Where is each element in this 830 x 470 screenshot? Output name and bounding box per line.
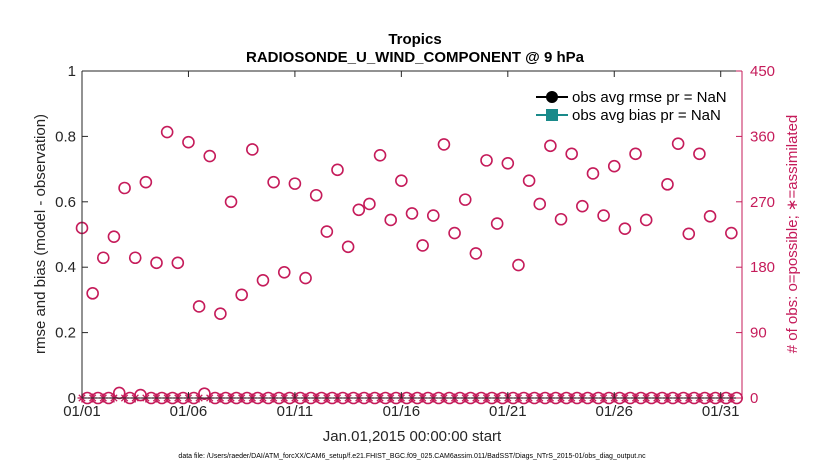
obs-possible-point [682,227,696,241]
y-right-tick-label: 360 [750,128,775,145]
obs-possible-point [693,147,706,161]
obs-possible-point [299,271,312,285]
obs-possible-point [320,225,334,238]
obs-possible-point [198,387,211,400]
obs-possible-point [96,251,110,265]
obs-possible-point [363,197,376,211]
obs-possible-point [182,135,195,149]
obs-possible-point [160,125,174,139]
obs-possible-point [597,209,610,222]
obs-possible-point [544,139,557,153]
obs-possible-point [309,188,323,202]
obs-possible-point [522,174,536,188]
obs-possible-point [384,213,398,227]
obs-possible-point [352,203,366,217]
x-tick-label: 01/26 [595,403,633,420]
x-tick-label: 01/01 [63,403,101,420]
obs-possible-point [118,181,131,195]
y-right-tick-label: 180 [750,259,775,276]
obs-possible-point [203,149,217,163]
y-left-tick-label: 1 [68,63,76,80]
obs-possible-point [565,147,578,161]
x-tick-label: 01/31 [702,403,740,420]
obs-possible-point [703,210,717,223]
chart-subtitle: RADIOSONDE_U_WIND_COMPONENT @ 9 hPa [246,49,585,66]
obs-possible-point [235,288,248,302]
y-right-tick-label: 0 [750,390,758,407]
obs-possible-point [395,174,408,188]
obs-possible-point [192,300,206,313]
obs-possible-point [533,197,547,211]
obs-possible-point [288,177,302,190]
legend-label: obs avg bias pr = NaN [572,107,721,124]
y-left-tick-label: 0.8 [55,128,76,145]
x-tick-label: 01/11 [277,403,313,420]
chart-title: Tropics [388,31,441,48]
obs-possible-point [267,175,280,189]
obs-possible-point [661,178,674,191]
y-left-tick-label: 0.4 [55,259,76,276]
y-left-tick-label: 0.2 [55,325,76,342]
obs-possible-point [416,239,429,252]
obs-possible-point [671,137,685,150]
obs-possible-point [405,207,419,220]
obs-possible-point [246,143,259,156]
obs-possible-point [554,212,568,226]
obs-possible-point [458,193,472,206]
obs-possible-point [448,226,461,240]
y-axis-label-right: # of obs: o=possible; ∗=assimilated [784,115,801,354]
y-left-tick-label: 0.6 [55,194,76,211]
obs-possible-point [512,258,525,272]
y-left-tick-label: 0 [68,390,76,407]
x-tick-label: 01/21 [489,403,527,420]
obs-possible-point [224,195,238,209]
obs-possible-point [214,307,227,321]
obs-possible-point [639,213,653,227]
obs-possible-point [331,163,344,177]
obs-possible-point [725,226,738,240]
obs-possible-point [501,156,515,170]
y-axis-label-left: rmse and bias (model - observation) [32,114,49,354]
data-file-footnote: data file: /Users/raeder/DAI/ATM_forcXX/… [178,453,646,460]
legend-rmse-marker [546,91,558,103]
obs-possible-point [426,209,440,222]
obs-possible-point [629,147,642,161]
y-right-tick-label: 270 [750,194,775,211]
obs-possible-point [618,222,632,235]
x-tick-label: 01/16 [383,403,421,420]
obs-possible-point [277,265,291,279]
obs-possible-point [469,247,483,260]
axes: 0 0.2 0.4 0.6 0.8 1 0 90 180 270 360 450 01/01 01/06 0… [55,63,775,420]
obs-possible-point [341,240,355,254]
legend-bias-marker [546,109,558,121]
y-right-tick-label: 450 [750,63,775,80]
obs-possible-point [490,217,504,230]
obs-possible-point [373,148,387,162]
y-right-tick-label: 90 [750,325,767,342]
legend-box [532,87,732,127]
obs-possible-point [256,273,270,287]
obs-possible-point [607,159,621,173]
x-axis-label: Jan.01,2015 00:00:00 start [323,428,502,445]
obs-possible-point [107,230,121,243]
x-tick-label: 01/06 [170,403,208,420]
legend-label: obs avg rmse pr = NaN [572,89,727,106]
obs-possible-point [586,167,600,180]
obs-possible-point [150,256,163,270]
obs-possible-point [480,154,493,167]
obs-possible-point [139,175,153,189]
obs-possible-point [576,199,589,213]
obs-possible-point [437,138,451,151]
obs-possible-point [171,256,185,270]
obs-possible-point [86,287,99,300]
obs-possible-point [128,251,142,265]
